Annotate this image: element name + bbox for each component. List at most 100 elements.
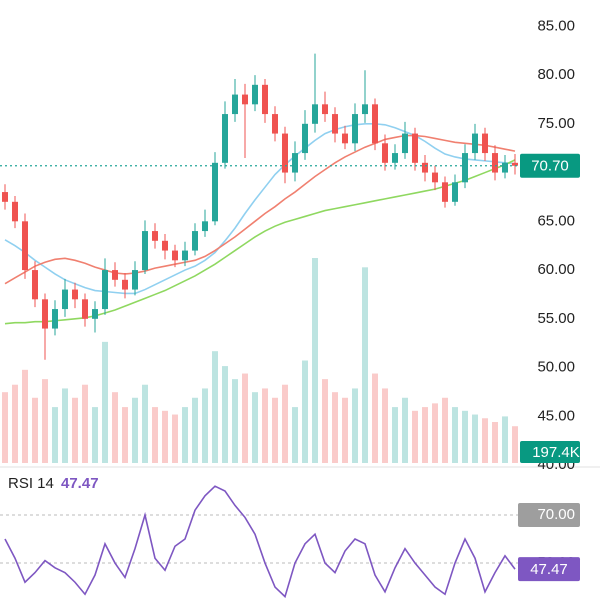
volume-bar	[482, 418, 488, 463]
volume-bar	[32, 397, 38, 463]
legend-value: 47.47	[61, 475, 99, 492]
volume-bar	[242, 373, 248, 463]
candle-body	[362, 104, 368, 115]
candle-body	[262, 84, 268, 115]
y-tick-label: 85.00	[537, 17, 575, 34]
last-value-box	[518, 557, 580, 582]
candle-body	[242, 94, 248, 105]
candle-body	[472, 133, 478, 154]
volume-bar	[372, 373, 378, 463]
volume-bar	[312, 258, 318, 463]
candle-body	[432, 172, 438, 183]
candle-body	[2, 192, 8, 202]
candle-body	[52, 309, 58, 329]
volume-bar	[362, 267, 368, 463]
candle-body	[272, 114, 278, 134]
volume-bar	[102, 341, 108, 463]
volume-bar	[82, 384, 88, 463]
candle-body	[142, 231, 148, 271]
volume-bar	[222, 366, 228, 463]
last-volume-box	[520, 441, 580, 463]
candle-body	[502, 162, 508, 173]
candle-body	[132, 270, 138, 290]
volume-bar	[62, 388, 68, 463]
volume-bar	[152, 407, 158, 463]
candle-body	[12, 201, 18, 222]
candle-body	[252, 84, 258, 105]
volume-bar	[472, 414, 478, 463]
moving-average	[4, 159, 516, 325]
volume-bar	[162, 410, 168, 463]
volume-bar	[332, 392, 338, 463]
volume-bar	[192, 397, 198, 463]
candle-body	[72, 289, 78, 300]
moving-average	[4, 134, 516, 285]
candle-body	[152, 231, 158, 241]
candle-body	[102, 270, 108, 310]
candle-body	[382, 143, 388, 163]
volume-bar	[252, 392, 258, 463]
volume-bar	[412, 410, 418, 463]
last-price-box	[520, 153, 580, 178]
last-price-label: 70.70	[531, 158, 569, 175]
volume-bar	[322, 379, 328, 463]
candle-body	[92, 309, 98, 319]
candle-body	[322, 104, 328, 115]
volume-bar	[382, 388, 388, 463]
volume-bar	[72, 397, 78, 463]
rsi-line	[4, 485, 516, 599]
volume-bar	[112, 392, 118, 463]
volume-bar	[52, 407, 58, 463]
volume-bar	[452, 407, 458, 463]
volume-bar	[212, 351, 218, 463]
candle-body	[282, 133, 288, 173]
candle-body	[162, 240, 168, 251]
candle-body	[482, 133, 488, 154]
candle-body	[202, 221, 208, 232]
volume-bar	[202, 388, 208, 463]
volume-bar	[432, 403, 438, 463]
candle-body	[352, 114, 358, 144]
volume-bar	[12, 384, 18, 463]
y-tick-label: 75.00	[537, 115, 575, 132]
candle-body	[82, 299, 88, 319]
candle-body	[492, 153, 498, 173]
volume-bar	[402, 397, 408, 463]
volume-bar	[282, 384, 288, 463]
candle-body	[422, 162, 428, 173]
candle-body	[302, 123, 308, 154]
volume-bar	[442, 397, 448, 463]
volume-bar	[512, 426, 518, 463]
candle-body	[22, 221, 28, 271]
y-tick-label: 80.00	[537, 66, 575, 83]
volume-bar	[122, 407, 128, 463]
volume-bar	[422, 407, 428, 463]
volume-bar	[262, 388, 268, 463]
volume-bar	[172, 414, 178, 463]
last-value-label: 47.47	[530, 561, 568, 578]
candle-body	[452, 182, 458, 202]
legend-name: RSI 14	[8, 475, 54, 492]
candle-body	[62, 289, 68, 310]
candle-body	[122, 279, 128, 290]
candle-body	[402, 133, 408, 154]
candle-body	[512, 162, 518, 166]
volume-bar	[92, 407, 98, 463]
volume-bar	[342, 397, 348, 463]
y-tick-label: 70.00	[537, 506, 575, 523]
candle-body	[442, 182, 448, 202]
candle-body	[292, 153, 298, 173]
candle-body	[212, 162, 218, 222]
candle-body	[42, 299, 48, 329]
candle-body	[372, 104, 378, 144]
y-tick-label: 60.00	[537, 261, 575, 278]
candle-body	[172, 250, 178, 261]
y-tick-label: 50.00	[537, 359, 575, 376]
volume-bar	[272, 397, 278, 463]
volume-bar	[302, 360, 308, 463]
candle-body	[332, 114, 338, 134]
y-tick-label: 45.00	[537, 407, 575, 424]
volume-bar	[22, 369, 28, 463]
